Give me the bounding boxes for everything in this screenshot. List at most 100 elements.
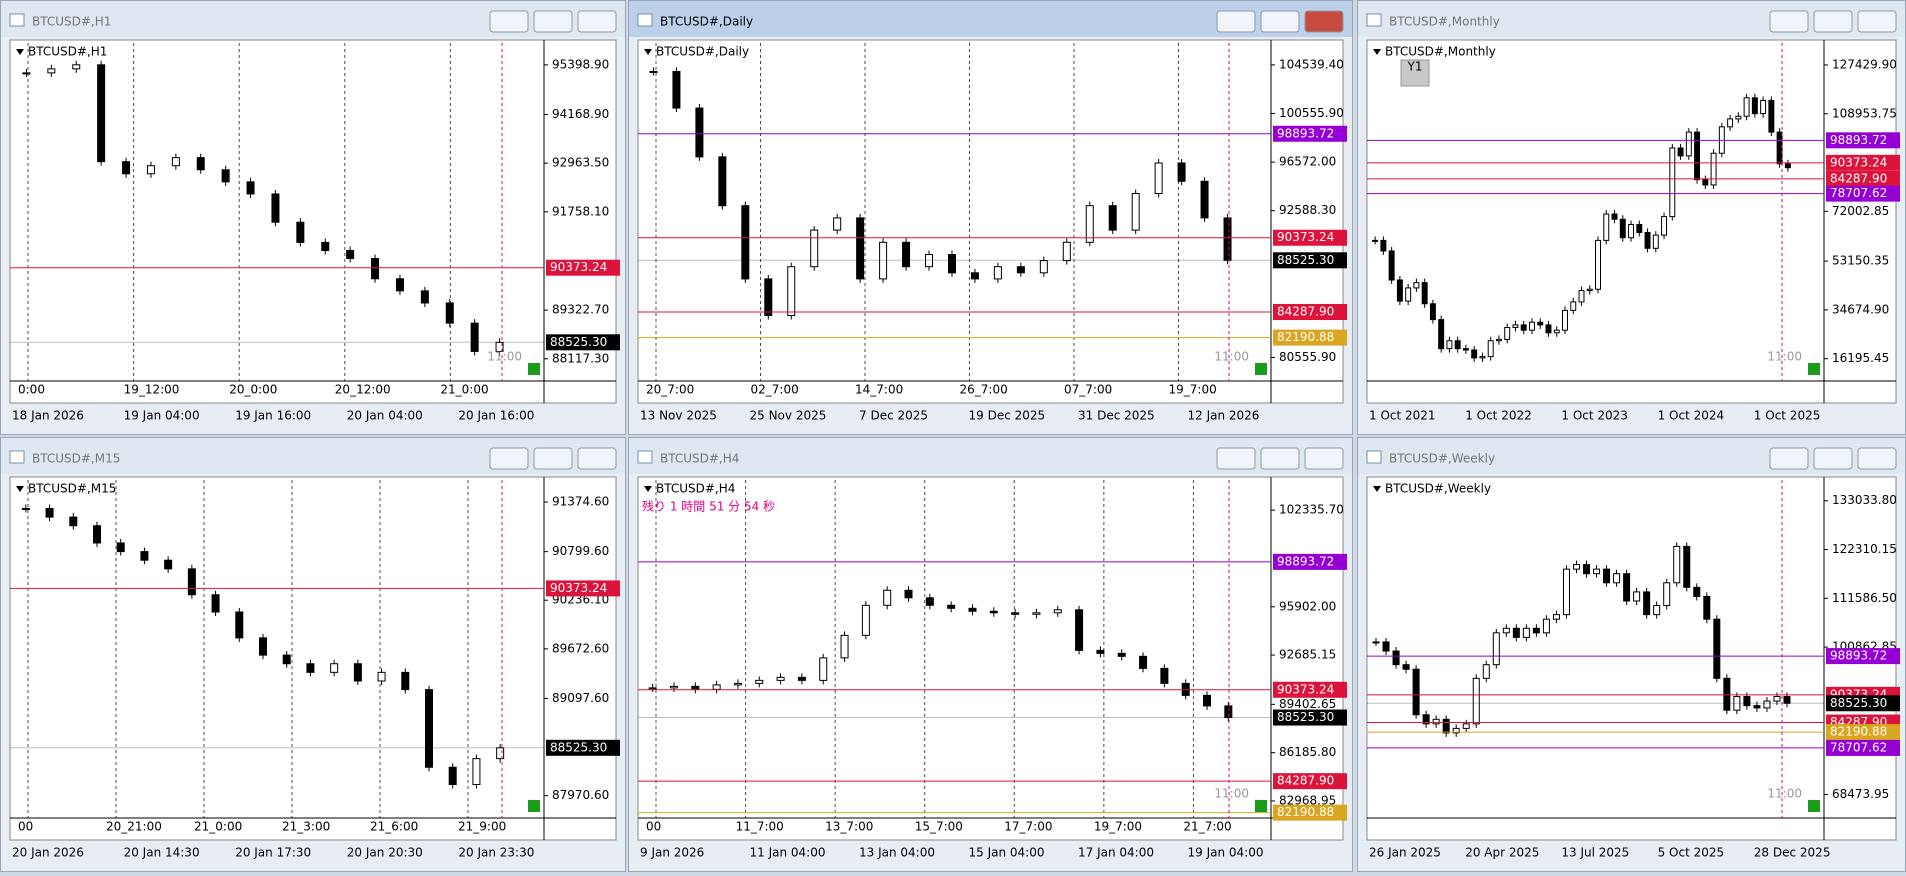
window-icon [637,13,653,27]
price-level-tag [1826,154,1900,171]
candle [1723,677,1731,711]
candle [1776,131,1783,165]
price-level-label: 88525.30 [550,335,607,349]
candle [1652,234,1659,249]
plot-area [9,39,617,404]
minimize-button[interactable] [489,447,529,470]
window-icon [637,450,653,464]
maximize-button[interactable] [1813,10,1853,33]
window-icon [1366,13,1382,27]
price-level-tag [1826,648,1900,665]
candle [1583,564,1591,575]
candle [401,671,410,691]
candle [1062,241,1071,262]
candle [1661,216,1668,236]
chart-window[interactable]: BTCUSD#,H1 BTCUSD#,H1 95398.90 94168.90 9296… [0,0,626,435]
maximize-button[interactable] [533,10,573,33]
candle [1039,260,1048,274]
candle [1603,568,1611,584]
candle [353,663,362,682]
y-tick-label: 90799.60 [552,544,609,558]
minimize-button[interactable] [1769,10,1809,33]
window-title: BTCUSD#,H1 [32,15,111,29]
candle [1773,696,1781,702]
chart-label: BTCUSD#,Daily [656,45,749,59]
y-tick-label: 108953.75 [1832,106,1897,120]
candle [1760,99,1767,115]
time-label: 19 Jan 16:00 [235,409,311,423]
y-tick-label: 68473.95 [1832,787,1889,801]
candle [1593,568,1601,575]
y-tick-label: 91374.60 [552,495,609,509]
candle [22,72,31,75]
chart-window[interactable]: BTCUSD#,H4 BTCUSD#,H4 残り 1 時間 51 分 54 秒 102… [628,437,1353,872]
chart-label: BTCUSD#,Weekly [1385,482,1491,496]
time-label: 1 Oct 2025 [1754,409,1821,423]
candle [1413,282,1420,289]
candle [1623,573,1631,602]
minimize-button[interactable] [1769,447,1809,470]
y-tick-label: 95398.90 [552,57,609,71]
price-level-label: 84287.90 [1830,171,1887,185]
minimize-button[interactable] [1216,447,1256,470]
maximize-button[interactable] [533,447,573,470]
price-level-tag [1273,773,1347,790]
candle [695,107,704,158]
candle [1096,649,1105,654]
y-tick-label: 87970.60 [552,788,609,802]
chart-window[interactable]: BTCUSD#,Daily BTCUSD#,Daily 104539.40 10055… [628,0,1353,435]
y-tick-label: 91758.10 [552,204,609,218]
close-button[interactable] [1857,447,1897,470]
candle [1108,205,1117,231]
price-level-label: 90373.24 [1277,230,1334,244]
window-title: BTCUSD#,M15 [32,452,120,466]
candle [1432,718,1440,725]
minimize-button[interactable] [489,10,529,33]
candle [1619,218,1626,239]
candle [669,685,678,689]
close-button[interactable] [1857,10,1897,33]
candle [1669,147,1676,218]
candle [21,507,30,510]
candle [1644,231,1651,249]
time-label: 1 Oct 2023 [1561,409,1628,423]
time-mark-label: 17_7:00 [1004,820,1052,834]
candle [171,157,180,167]
close-button[interactable] [1304,447,1344,470]
candle [1011,612,1020,615]
period-button-label: Y1 [1407,60,1423,74]
price-level-tag [1826,739,1900,756]
candle [1412,668,1420,716]
window-icon [9,450,25,464]
time-label: 20 Jan 2026 [12,846,84,860]
maximize-button[interactable] [1260,10,1300,33]
minimize-button[interactable] [1216,10,1256,33]
price-level-tag [1273,125,1347,142]
bar-countdown: 11:00 [1214,787,1249,801]
chart-window[interactable]: BTCUSD#,Weekly BTCUSD#,Weekly 133033.80 122… [1357,437,1906,872]
candle [1053,609,1062,614]
candle [1492,632,1500,666]
close-button[interactable] [577,447,617,470]
maximize-button[interactable] [1813,447,1853,470]
candle [346,249,355,260]
close-button[interactable] [577,10,617,33]
candle [1154,162,1163,194]
candle [321,241,330,251]
candle [47,68,56,74]
candle [1482,664,1490,679]
chart-window[interactable]: BTCUSD#,M15 BTCUSD#,M15 91374.60 90799.60 90… [0,437,626,872]
candle [970,272,979,280]
period-button[interactable] [1400,59,1430,87]
close-button[interactable] [1304,10,1344,33]
price-level-label: 88525.30 [1277,253,1334,267]
candle [1131,192,1140,231]
candle [1727,118,1734,128]
candle [93,525,101,544]
candle [45,507,54,518]
plot-area [9,476,617,841]
maximize-button[interactable] [1260,447,1300,470]
candle [672,70,681,109]
candle [1653,605,1661,616]
